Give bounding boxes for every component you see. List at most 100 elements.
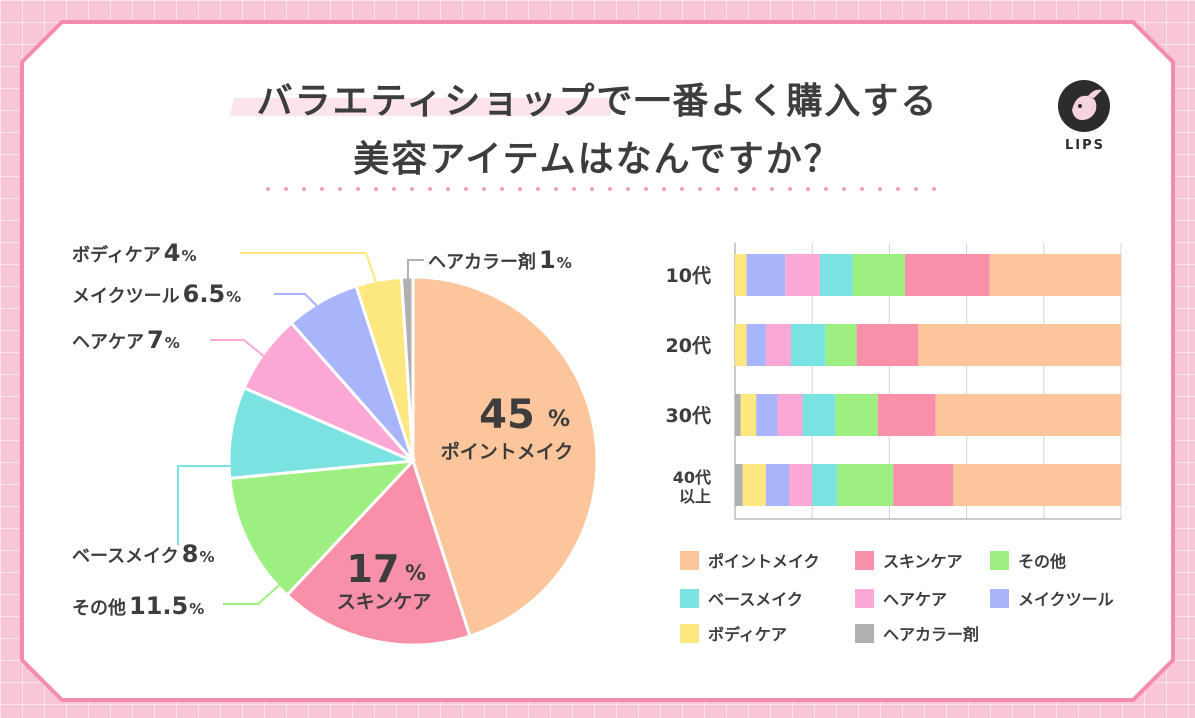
divider-dot <box>914 187 918 191</box>
legend-swatch <box>855 624 874 643</box>
pie-slice <box>284 458 472 647</box>
legend-swatch <box>990 551 1009 570</box>
legend-swatch <box>855 551 874 570</box>
lips-logo: LIPS <box>1055 80 1115 160</box>
divider-dot <box>644 187 648 191</box>
divider-dot <box>590 187 594 191</box>
divider-dot <box>788 187 792 191</box>
legend-swatch <box>680 589 699 608</box>
bar-segment <box>735 324 747 366</box>
pie-label: ヘアケア 7% <box>72 326 180 354</box>
pie-slice-name: ポイントメイク <box>441 440 574 463</box>
divider-dot <box>284 187 288 191</box>
bar-segment <box>785 254 820 296</box>
legend-swatch <box>990 589 1009 608</box>
pie-value-unit: % <box>405 561 426 585</box>
bar-segment <box>918 324 1121 366</box>
bar-segment <box>789 464 813 506</box>
legend-label: ベースメイク <box>708 590 803 609</box>
bar-segment <box>777 394 803 436</box>
bar-segment <box>812 464 838 506</box>
bar-category-label: 以上 <box>679 487 711 506</box>
pie-slice <box>227 385 414 480</box>
divider-dot <box>500 187 504 191</box>
bar-segment <box>746 254 786 296</box>
bar-category-label: 30代 <box>666 405 711 427</box>
bar-segment <box>735 254 747 296</box>
pie-slice-name: スキンケア <box>337 591 431 613</box>
bar-segment <box>935 394 1121 436</box>
divider-dot <box>338 187 342 191</box>
divider-dot <box>896 187 900 191</box>
bar-category-label: 10代 <box>666 265 711 287</box>
divider-dot <box>464 187 468 191</box>
divider-dot <box>716 187 720 191</box>
legend-label: その他 <box>1018 552 1066 571</box>
divider-dot <box>446 187 450 191</box>
legend-label: ヘアケア <box>883 590 947 609</box>
bar-segment <box>852 254 905 296</box>
pie-label: ヘアカラー剤 1% <box>428 246 572 274</box>
leader-line <box>407 259 424 284</box>
leader-line <box>223 581 284 605</box>
divider-dot <box>680 187 684 191</box>
divider-dot <box>374 187 378 191</box>
bar-segment <box>856 324 919 366</box>
leader-line <box>177 465 233 545</box>
bar-segment <box>742 464 766 506</box>
legend-swatch <box>855 589 874 608</box>
legend-swatch <box>680 551 699 570</box>
legend-label: ボディケア <box>708 625 787 644</box>
divider-dot <box>356 187 360 191</box>
bar-segment <box>989 254 1121 296</box>
bar-segment <box>877 394 936 436</box>
bar-segment <box>825 324 857 366</box>
bar-category-label: 40代 <box>673 468 711 487</box>
leader-line <box>240 252 377 283</box>
bar-segment <box>819 254 853 296</box>
pie-value-label: 45 <box>479 392 535 438</box>
page-title-line2: 美容アイテムはなんですか？ <box>353 139 842 180</box>
bar-segment <box>746 324 766 366</box>
divider-dot <box>662 187 666 191</box>
bar-segment <box>765 324 791 366</box>
divider-dot <box>266 187 270 191</box>
divider-dot <box>806 187 810 191</box>
deer-logo-icon <box>1058 80 1110 132</box>
divider-dot <box>572 187 576 191</box>
divider-dot <box>392 187 396 191</box>
pie-slice <box>228 459 417 598</box>
divider-dot <box>626 187 630 191</box>
divider-dot <box>302 187 306 191</box>
legend-swatch <box>680 624 699 643</box>
divider-dot <box>536 187 540 191</box>
legend-label: スキンケア <box>883 552 963 571</box>
divider-dot <box>734 187 738 191</box>
pie-label: その他 11.5% <box>72 592 204 620</box>
divider-dot <box>608 187 612 191</box>
divider-dot <box>428 187 432 191</box>
bar-segment <box>765 464 790 506</box>
bar-segment <box>756 394 778 436</box>
divider-dot <box>410 187 414 191</box>
divider-dot <box>770 187 774 191</box>
divider-dot <box>482 187 486 191</box>
logo-text: LIPS <box>1064 138 1105 153</box>
divider-dot <box>698 187 702 191</box>
page-title-line1: バラエティショップで一番よく購入する <box>256 81 939 122</box>
divider-dot <box>554 187 558 191</box>
pie-label: メイクツール 6.5% <box>72 280 241 308</box>
bar-segment <box>835 394 878 436</box>
bar-segment <box>953 464 1121 506</box>
bar-category-label: 20代 <box>666 335 711 357</box>
bar-segment <box>740 394 757 436</box>
divider-dot <box>518 187 522 191</box>
leader-line <box>274 293 326 315</box>
divider-dot <box>752 187 756 191</box>
bar-segment <box>790 324 826 366</box>
bar-segment <box>735 394 741 436</box>
leader-line <box>210 339 267 359</box>
pie-value-label: 17 <box>347 547 400 591</box>
bar-segment <box>904 254 990 296</box>
